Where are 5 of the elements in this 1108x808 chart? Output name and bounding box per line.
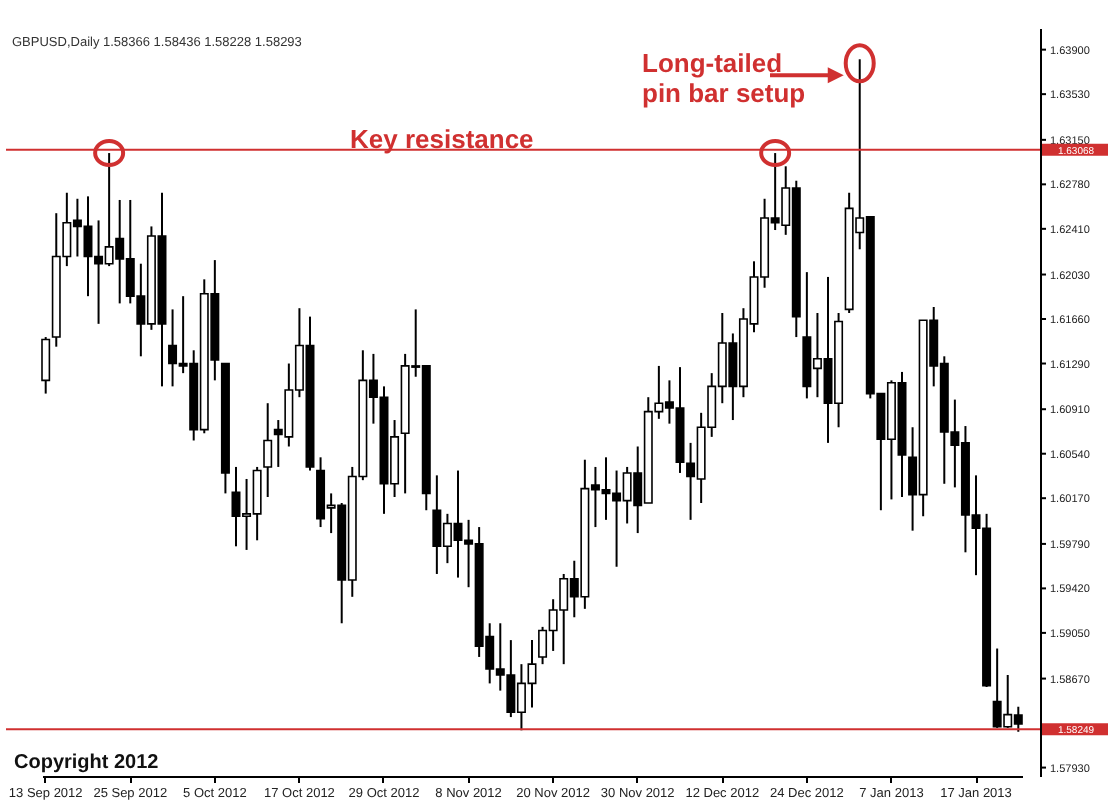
candlestick — [41, 336, 51, 395]
annotation: Long-tailed pin bar setup — [642, 48, 806, 108]
annotation: Copyright 2012 — [14, 752, 160, 774]
annotation: Key resistance — [350, 124, 534, 154]
candlestick — [263, 402, 273, 498]
